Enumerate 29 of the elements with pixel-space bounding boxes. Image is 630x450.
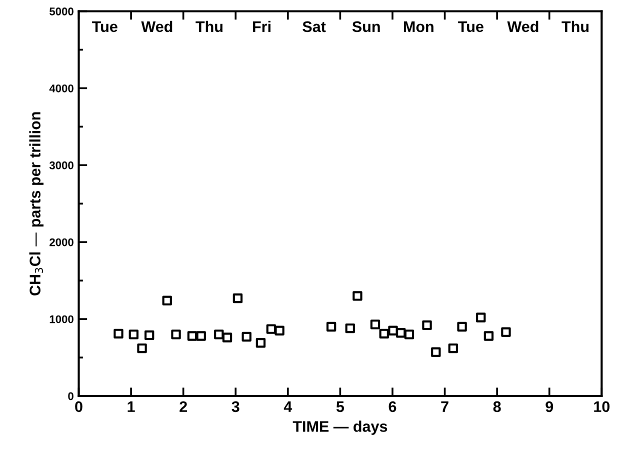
x-tick-label: 9 — [546, 401, 554, 412]
annotation: Wed — [507, 20, 538, 32]
x-tick-label: 8 — [493, 401, 501, 412]
y-axis-title: CH$_{3}$Cl — parts per trillion — [29, 112, 44, 296]
x-axis-title: TIME — days — [292, 420, 388, 435]
x-tick-label: 1 — [128, 401, 135, 412]
annotation: Mon — [404, 21, 434, 32]
annotation: Tue — [458, 21, 484, 32]
annotation: Thu — [196, 20, 222, 32]
x-tick-label: 2 — [180, 401, 187, 412]
x-tick-label: 4 — [284, 401, 292, 412]
x-tick-label: 6 — [388, 401, 396, 412]
annotation: Fri — [253, 20, 270, 32]
annotation: Sun — [352, 21, 380, 32]
x-tick-label: 0 — [75, 401, 82, 412]
y-tick-label: 2000 — [50, 238, 74, 246]
x-tick-label: 5 — [336, 401, 344, 412]
x-tick-label: 3 — [232, 401, 240, 412]
annotation: Thu — [562, 20, 588, 32]
annotation: Sat — [302, 21, 326, 32]
x-tick-label: 7 — [441, 401, 448, 412]
y-tick-label: 0 — [68, 392, 74, 400]
annotation: Wed — [141, 20, 172, 32]
x-tick-label: 10 — [594, 401, 610, 412]
annotation: Tue — [92, 21, 118, 32]
y-tick-label: 4000 — [49, 84, 74, 92]
y-tick-label: 1000 — [50, 315, 74, 324]
y-tick-label: 5000 — [50, 8, 74, 16]
y-tick-label: 3000 — [49, 161, 74, 170]
